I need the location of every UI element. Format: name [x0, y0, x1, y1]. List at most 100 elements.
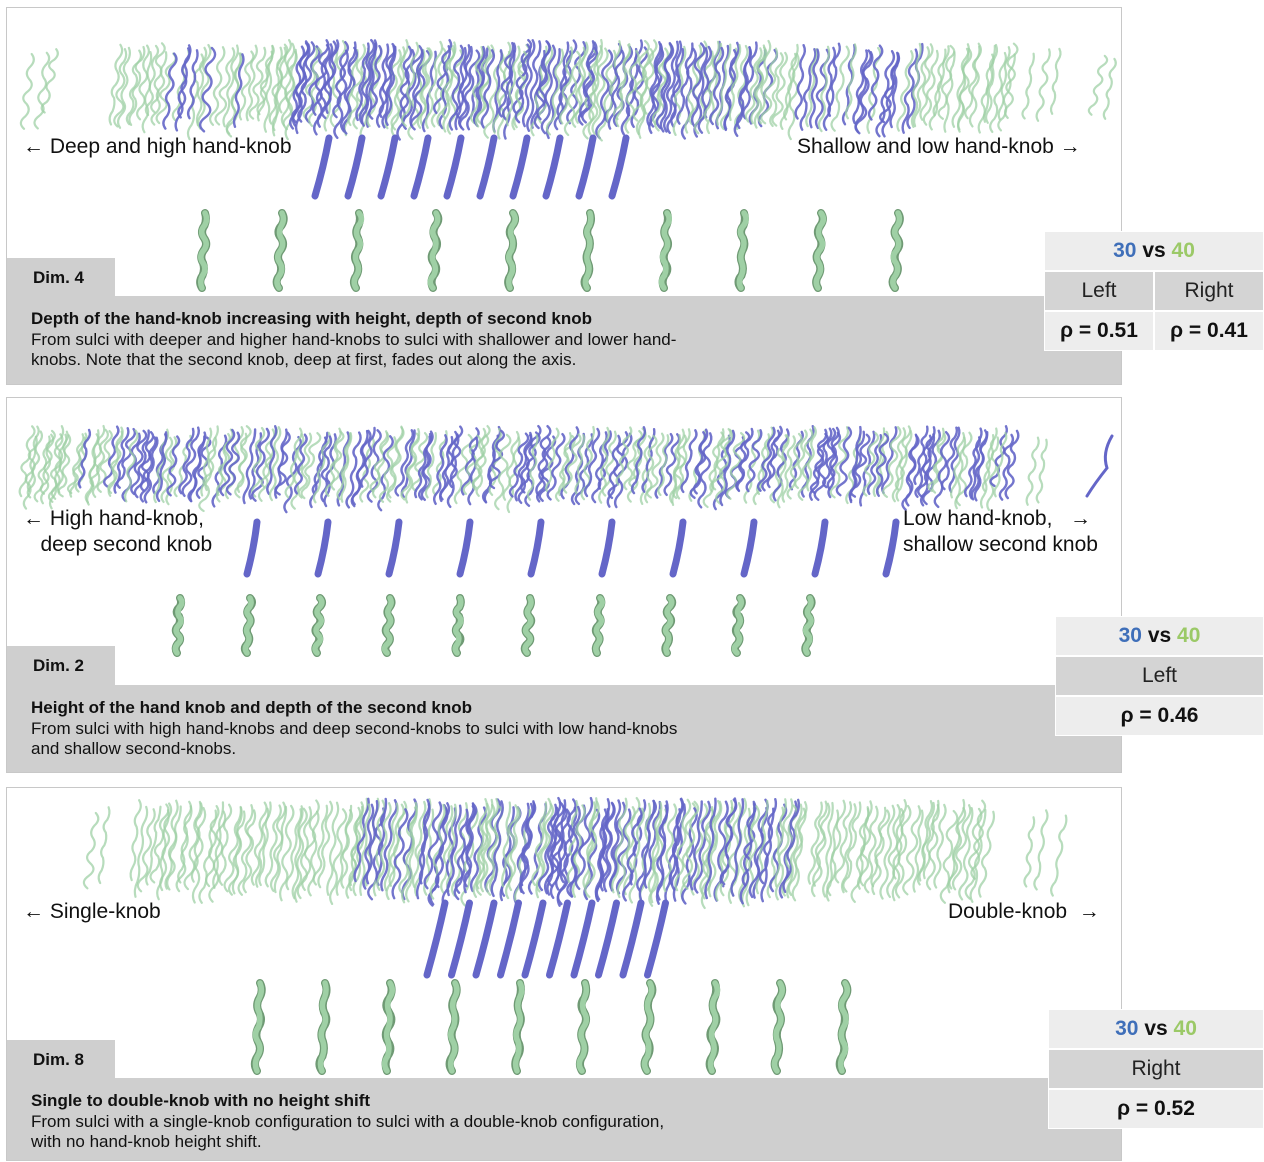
green-sulcus — [826, 799, 847, 897]
blue-sulcus — [659, 43, 675, 133]
mean-sulcus-green — [312, 595, 325, 656]
green-sulcus — [212, 801, 225, 889]
blue-sulcus — [594, 798, 611, 901]
mean-sulcus-green — [452, 595, 464, 656]
green-sulcus — [40, 48, 59, 114]
blue-sulcus — [670, 40, 683, 128]
green-sulcus — [166, 799, 179, 891]
mean-sulcus-blue — [509, 134, 531, 200]
green-sulcus — [769, 52, 784, 128]
green-sulcus — [985, 43, 999, 124]
blue-sulcus — [569, 805, 581, 898]
mean-sulcus-green — [641, 980, 655, 1074]
green-sulcus — [256, 45, 275, 116]
dimension-tab: Dim. 8 — [7, 1040, 115, 1080]
blue-sulcus — [535, 425, 552, 497]
green-sulcus — [783, 43, 799, 121]
blue-sulcus — [162, 52, 178, 130]
blue-sulcus — [311, 431, 329, 495]
green-sulcus — [951, 43, 970, 128]
blue-sulcus — [638, 799, 656, 901]
green-sulcus — [879, 804, 896, 900]
green-sulcus — [902, 805, 922, 896]
blue-sulcus — [739, 802, 756, 905]
green-sulcus — [728, 43, 742, 122]
mean-sulcus-green — [242, 595, 254, 656]
green-sulcus — [840, 803, 857, 894]
green-sulcus — [757, 39, 772, 125]
blue-sulcus — [432, 434, 448, 505]
blue-sulcus — [663, 40, 680, 133]
blue-sulcus — [187, 431, 207, 503]
blue-sulcus — [367, 44, 383, 120]
mean-sulcus-blue — [443, 134, 465, 200]
green-sulcus — [958, 807, 974, 901]
hemisphere-right: Right — [1048, 1049, 1264, 1089]
green-sulcus — [882, 426, 902, 498]
green-sulcus — [810, 802, 831, 898]
green-sulcus — [197, 43, 212, 130]
panel-dim8: ← Single-knob Double-knob → Dim. 8 Singl… — [6, 787, 1122, 1161]
green-sulcus — [734, 44, 749, 131]
axis-label-right: Double-knob → — [948, 900, 1100, 923]
green-sulcus — [284, 48, 298, 141]
rho-left: ρ = 0.51 — [1044, 311, 1154, 351]
green-sulcus — [133, 805, 149, 898]
green-sulcus — [531, 801, 548, 886]
green-sulcus — [817, 45, 831, 133]
green-sulcus — [933, 803, 947, 889]
mean-sulcus-blue — [377, 134, 399, 200]
green-sulcus — [1003, 42, 1019, 119]
green-sulcus — [33, 51, 51, 130]
green-sulcus — [649, 808, 663, 904]
blue-sulcus — [615, 808, 632, 895]
green-sulcus — [469, 46, 485, 124]
green-sulcus — [204, 425, 219, 492]
green-sulcus — [977, 810, 996, 898]
blue-sulcus — [291, 40, 310, 127]
green-sulcus — [383, 802, 399, 892]
green-sulcus — [597, 49, 617, 142]
green-sulcus — [494, 433, 512, 511]
green-sulcus — [781, 435, 797, 503]
mean-sulcus-green — [522, 595, 534, 656]
green-sulcus — [501, 801, 512, 888]
green-sulcus — [264, 804, 282, 888]
blue-sulcus — [166, 435, 181, 497]
blue-sulcus — [641, 428, 656, 493]
mean-sulcus-green — [582, 210, 594, 291]
blue-sulcus — [620, 47, 638, 136]
green-sulcus — [711, 428, 732, 491]
green-sulcus — [601, 430, 617, 497]
green-sulcus — [293, 807, 308, 903]
blue-sulcus — [756, 426, 776, 492]
green-sulcus — [791, 807, 807, 902]
green-sulcus — [563, 50, 582, 137]
green-sulcus — [1033, 809, 1049, 891]
green-sulcus — [388, 800, 408, 887]
green-sulcus — [307, 810, 320, 897]
green-sulcus — [968, 42, 982, 128]
green-sulcus — [892, 799, 908, 880]
green-sulcus — [862, 431, 880, 497]
green-sulcus — [919, 43, 934, 121]
blue-sulcus — [904, 433, 919, 507]
green-sulcus — [285, 808, 303, 891]
green-sulcus — [894, 804, 912, 899]
blue-sulcus — [536, 436, 552, 503]
green-sulcus — [886, 804, 901, 898]
green-sulcus — [645, 432, 665, 499]
green-sulcus — [674, 798, 692, 892]
green-sulcus — [312, 431, 332, 504]
green-sulcus — [280, 42, 296, 127]
green-sulcus — [776, 434, 790, 509]
correlation-table: 30 vs 40 Left ρ = 0.46 — [1055, 616, 1264, 736]
green-sulcus — [842, 801, 862, 893]
mean-sulcus-green — [381, 595, 394, 656]
blue-sulcus — [381, 45, 396, 129]
description-title: Depth of the hand-knob increasing with h… — [31, 309, 592, 328]
blue-sulcus — [917, 426, 936, 498]
blue-sulcus — [423, 801, 443, 890]
description-box: Single to double-knob with no height shi… — [7, 1078, 1121, 1160]
group-30: 30 — [1113, 239, 1137, 262]
